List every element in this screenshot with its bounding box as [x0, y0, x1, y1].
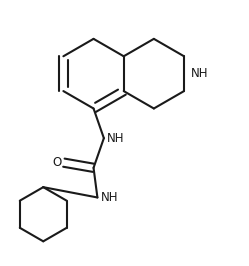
Text: NH: NH	[101, 191, 118, 204]
Text: NH: NH	[190, 67, 208, 80]
Text: O: O	[52, 156, 61, 169]
Text: NH: NH	[107, 132, 124, 145]
